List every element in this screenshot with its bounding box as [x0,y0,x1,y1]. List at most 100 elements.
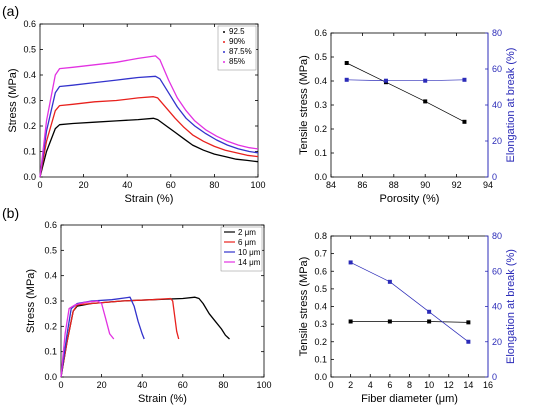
x-axis-title: Fiber diameter (μm) [361,393,458,405]
legend-label: 14 μm [238,258,261,267]
data-point-marker [427,309,432,314]
plot-frame [330,235,489,378]
tensile-vs-porosity-chart: 84 86 88 90 92 94 0.0 0.1 0.2 0.3 0.4 0.5 0.6 0 20 40 60… [298,28,517,205]
series-line-2 [39,75,259,178]
x-tick-label: 2 [348,380,353,390]
y-tick-label: 0.3 [314,319,327,329]
data-point-marker [387,319,392,324]
y2-axis-title: Elongation at break (%) [505,249,517,364]
x-tick-label: 94 [483,180,493,190]
y-tick-label: 0.1 [44,347,57,357]
data-point-marker [383,78,388,83]
legend-label: 92.5 [229,27,245,36]
data-point-marker [462,77,467,82]
y-tick-label: 0.6 [314,28,327,38]
x-tick-label: 88 [389,180,399,190]
plot-frame [330,32,489,178]
series-line-1 [350,262,469,343]
data-point-marker [466,320,471,325]
x-tick-label: 90 [420,180,430,190]
y-tick-label: 0.6 [314,266,327,276]
stress-strain-fiber-chart: 0 20 40 60 80 100 0.0 0.1 0.2 0.3 0.4 0.5 0.6 Strain … [25,220,272,405]
y2-tick-label: 20 [492,136,502,146]
y-tick-label: 0.4 [23,70,36,80]
y-tick-label: 0.2 [23,121,36,131]
y-tick-label: 0.4 [314,302,327,312]
y-tick-label: 0.6 [23,19,36,29]
x-tick-label: 40 [122,180,132,190]
data-point-marker [348,319,353,324]
series-line-2 [60,296,145,378]
data-point-marker [466,339,471,344]
x-tick-label: 80 [218,380,228,390]
y2-tick-label: 60 [492,64,502,74]
y2-tick-label: 0 [492,372,497,382]
y-tick-label: 0.1 [23,147,36,157]
panel-label-b: (b) [2,205,19,221]
data-point-marker [462,119,467,124]
x-tick-label: 86 [357,180,367,190]
y2-tick-label: 40 [492,100,502,110]
x-tick-label: 0 [37,180,42,190]
x-tick-label: 8 [407,380,412,390]
x-tick-label: 4 [368,380,373,390]
y2-tick-label: 80 [492,231,502,241]
legend-swatch [223,61,225,63]
y2-tick-label: 80 [492,28,502,38]
stress-strain-porosity-chart: 0 20 40 60 80 100 0.0 0.1 0.2 0.3 0.4 0.5 0.6 Strain … [7,19,266,205]
legend-label: 85% [229,57,245,66]
y-tick-label: 0.5 [314,284,327,294]
panel-label-a: (a) [2,3,19,19]
series-line-1 [39,96,259,178]
y-tick-label: 0.0 [314,372,327,382]
x-tick-label: 100 [256,380,271,390]
y-tick-label: 0.1 [314,354,327,364]
y2-tick-label: 0 [492,172,497,182]
data-point-marker [427,319,432,324]
x-tick-label: 92 [452,180,462,190]
legend-label: 10 μm [238,248,261,257]
series-line-0 [39,117,259,178]
legend-label: 90% [229,37,245,46]
y2-axis-title: Elongation at break (%) [505,48,517,163]
y-axis-title: Tensile stress (MPa) [298,257,310,357]
y-axis-title: Stress (MPa) [7,68,19,132]
legend-label: 6 μm [238,238,256,247]
x-tick-label: 20 [97,380,107,390]
y-tick-label: 0.8 [314,231,327,241]
x-tick-label: 12 [444,380,454,390]
legend-box [220,226,263,272]
legend-label: 2 μm [238,228,256,237]
y-tick-label: 0.1 [314,148,327,158]
data-point-marker [348,260,353,265]
series-line-3 [39,55,259,178]
y-tick-label: 0.5 [314,52,327,62]
series-line-1 [60,297,180,378]
y2-tick-label: 40 [492,302,502,312]
y-tick-label: 0.6 [44,220,57,230]
data-point-marker [387,279,392,284]
y-tick-label: 0.2 [314,124,327,134]
y-tick-label: 0.3 [23,96,36,106]
y2-tick-label: 20 [492,337,502,347]
y-axis-title: Tensile stress (MPa) [298,55,310,155]
x-tick-label: 6 [387,380,392,390]
legend-swatch [223,51,225,53]
legend-swatch [223,31,225,33]
x-axis-title: Strain (%) [138,393,187,405]
x-tick-label: 84 [326,180,336,190]
x-tick-label: 0 [58,380,63,390]
series-line-0 [346,62,465,123]
y-tick-label: 0.4 [44,271,57,281]
x-tick-label: 60 [166,180,176,190]
y-tick-label: 0.5 [23,45,36,55]
x-tick-label: 40 [137,380,147,390]
y-tick-label: 0.2 [44,321,57,331]
y-tick-label: 0.3 [314,100,327,110]
x-tick-label: 16 [483,380,493,390]
y-tick-label: 0.7 [314,249,327,259]
y2-tick-label: 60 [492,266,502,276]
y-axis-title: Stress (MPa) [25,269,37,333]
y-tick-label: 0.0 [314,172,327,182]
x-tick-label: 14 [463,380,473,390]
